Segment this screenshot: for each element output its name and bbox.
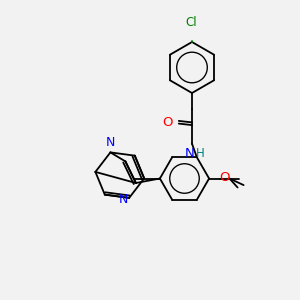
Text: O: O [220,171,230,184]
Text: N: N [185,147,194,160]
Text: Cl: Cl [186,16,197,29]
Text: H: H [196,147,205,160]
Text: N: N [119,193,128,206]
Text: O: O [162,116,173,129]
Text: N: N [106,136,115,149]
